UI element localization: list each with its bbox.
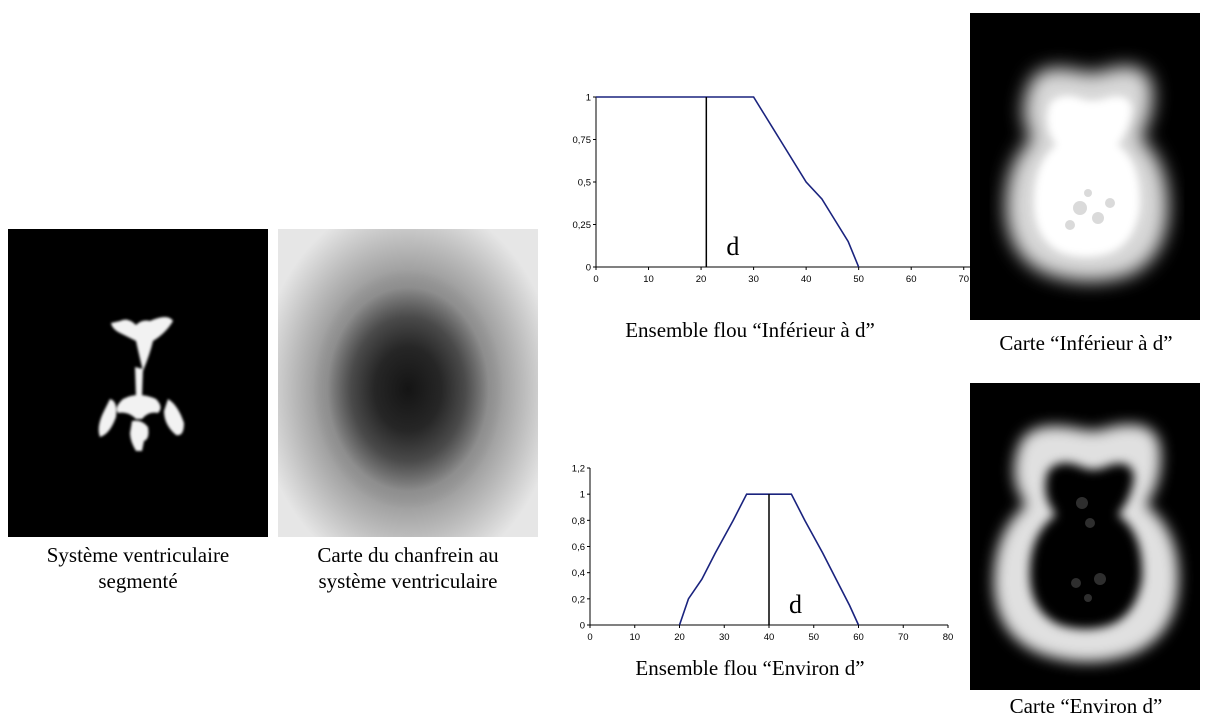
chamfer-caption-line2: système ventriculaire — [318, 569, 498, 593]
segmented-caption: Système ventriculaire segmenté — [8, 542, 268, 594]
x-tick-label: 10 — [629, 632, 640, 643]
x-tick-label: 60 — [906, 274, 917, 285]
x-tick-label: 30 — [719, 632, 730, 643]
y-tick-label: 1,2 — [572, 464, 585, 475]
x-tick-label: 0 — [593, 274, 598, 285]
set-environ-caption: Ensemble flou “Environ d” — [635, 656, 865, 680]
y-tick-label: 1 — [586, 93, 591, 104]
x-tick-label: 50 — [853, 274, 864, 285]
y-tick-label: 0,75 — [573, 135, 592, 146]
y-tick-label: 0,25 — [573, 220, 592, 231]
set-inferior-caption: Ensemble flou “Inférieur à d” — [625, 318, 875, 342]
x-tick-label: 0 — [587, 632, 592, 643]
segmented-caption-line2: segmenté — [98, 569, 178, 593]
map-environ-caption: Carte “Environ d” — [1009, 694, 1163, 718]
ventricle-shape — [98, 317, 184, 451]
y-tick-label: 0 — [586, 263, 591, 274]
x-tick-label: 10 — [643, 274, 654, 285]
map-environ-image — [970, 383, 1200, 690]
x-tick-label: 40 — [801, 274, 812, 285]
chamfer-caption: Carte du chanfrein au système ventricula… — [276, 542, 540, 594]
x-tick-label: 30 — [748, 274, 759, 285]
chamfer-gradient — [278, 229, 538, 537]
y-tick-label: 0,2 — [572, 594, 585, 605]
x-tick-label: 40 — [764, 632, 775, 643]
y-tick-label: 1 — [580, 490, 585, 501]
chamfer-map-image — [278, 229, 538, 537]
y-tick-label: 0,8 — [572, 516, 585, 527]
x-tick-label: 20 — [696, 274, 707, 285]
segmented-caption-line1: Système ventriculaire — [46, 543, 230, 567]
x-tick-label: 60 — [853, 632, 864, 643]
map-inferior-shape — [1005, 66, 1169, 282]
map-inferior-image — [970, 13, 1200, 320]
x-tick-label: 70 — [898, 632, 909, 643]
membership-curve — [596, 96, 860, 268]
chart-environ: 0 0,2 0,4 0,6 0,8 1 1,2 0 10 20 30 40 50 60 70 80 d — [572, 464, 954, 644]
x-tick-label: 20 — [674, 632, 685, 643]
y-tick-label: 0,4 — [572, 568, 585, 579]
map-inferior-texture — [1065, 189, 1115, 230]
chamfer-caption-line1: Carte du chanfrein au — [317, 543, 499, 567]
y-tick-label: 0,5 — [578, 178, 591, 189]
x-tick-label: 80 — [943, 632, 954, 643]
d-marker-label: d — [726, 232, 739, 261]
map-environ-shape — [993, 424, 1179, 662]
y-tick-label: 0 — [580, 621, 585, 632]
x-tick-label: 70 — [958, 274, 969, 285]
map-environ-texture — [1071, 497, 1106, 602]
map-inferior-caption: Carte “Inférieur à d” — [999, 331, 1173, 355]
d-marker-label: d — [789, 590, 802, 619]
segmented-ventricles-image — [8, 229, 268, 537]
x-tick-label: 50 — [808, 632, 819, 643]
y-tick-label: 0,6 — [572, 542, 585, 553]
membership-curve — [678, 493, 860, 626]
